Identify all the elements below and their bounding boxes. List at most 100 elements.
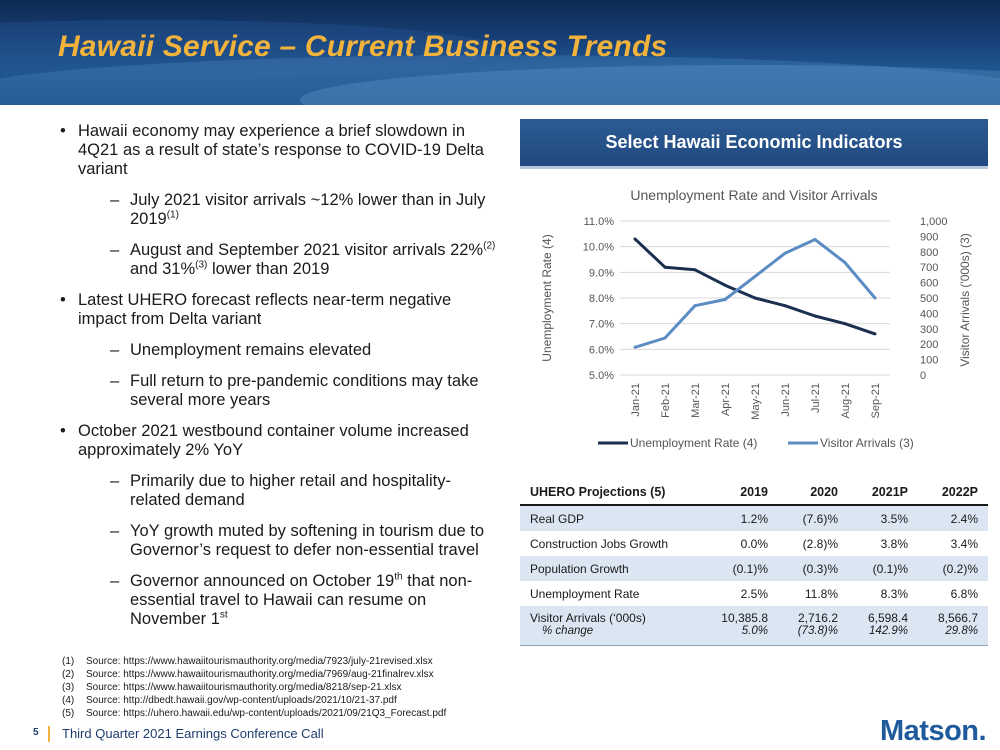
footnote: (1) Source: https://www.hawaiitourismauth… — [62, 655, 446, 668]
bullet-text: Governor announced on October 19 — [130, 572, 395, 590]
bullet-item: Latest UHERO forecast reflects near-term… — [58, 291, 498, 329]
bullet-item: October 2021 westbound container volume … — [58, 422, 498, 460]
cell-subvalue: (73.8)% — [797, 625, 838, 637]
bullet-text: Latest UHERO forecast reflects near-term… — [78, 291, 452, 328]
left-tick-label: 6.0% — [589, 344, 614, 356]
x-tick-label: Jun-21 — [780, 383, 792, 417]
left-tick-label: 10.0% — [583, 242, 614, 254]
footer-divider — [48, 726, 50, 742]
legend-label: Visitor Arrivals (3) — [820, 436, 914, 450]
x-tick-label: Aug-21 — [840, 383, 852, 418]
right-tick-label: 200 — [920, 339, 938, 351]
footnote-number: (4) — [62, 695, 75, 706]
footer-text: Third Quarter 2021 Earnings Conference C… — [62, 726, 324, 741]
data-point — [873, 332, 877, 336]
footnote: (5) Source: https://uhero.hawaii.edu/wp-c… — [62, 707, 446, 720]
bullet-list: Hawaii economy may experience a brief sl… — [58, 122, 498, 641]
footnote-ref: (2) — [483, 240, 496, 252]
cell-subvalue: 5.0% — [741, 625, 768, 637]
column-header: UHERO Projections (5) — [530, 485, 666, 499]
data-point — [753, 274, 757, 278]
sub-bullet-item: – YoY growth muted by softening in touris… — [110, 522, 485, 559]
table-cell: (0.1)% — [732, 561, 768, 576]
x-axis-ticks: Jan-21 Feb-21 Mar-21 Apr-21 May-21 Jun-21 Jul-… — [630, 383, 882, 420]
matson-logo: Matson. — [880, 715, 987, 747]
data-point — [663, 336, 667, 340]
data-point — [723, 283, 727, 287]
table-cell: (0.1)% — [872, 561, 908, 576]
table-cell: 8,566.7 29.8% — [908, 611, 978, 637]
table-cell: 6,598.4 142.9% — [838, 611, 908, 637]
data-point — [663, 265, 667, 269]
x-tick-label: Jul-21 — [810, 383, 822, 413]
left-tick-label: 7.0% — [589, 319, 614, 331]
bullet-text: October 2021 westbound container volume … — [78, 422, 469, 459]
table-cell: 11.8% — [804, 586, 838, 601]
footnote-text: Source: https://uhero.hawaii.edu/wp-cont… — [86, 708, 447, 719]
sub-bullet-item: – Primarily due to higher retail and hosp… — [110, 472, 451, 509]
data-point — [813, 314, 817, 318]
x-tick-label: Feb-21 — [660, 383, 672, 418]
table-cell: 0.0% — [740, 536, 768, 551]
bullet-text: August and September 2021 visitor arriva… — [130, 241, 484, 259]
footnote-ref: (3) — [195, 259, 208, 271]
left-axis-ticks: 5.0% 6.0% 7.0% 8.0% 9.0% 10.0% 11.0% — [583, 216, 614, 382]
x-tick-label: May-21 — [750, 383, 762, 420]
footer: 5 Third Quarter 2021 Earnings Conference… — [0, 715, 1000, 750]
cell-value: 8,566.7 — [937, 611, 978, 625]
right-tick-label: 500 — [920, 293, 938, 305]
table-row: Unemployment Rate 2.5% 11.8% 8.3% 6.8% — [520, 581, 988, 606]
sub-bullet-item: – July 2021 visitor arrivals ~12% lower t… — [110, 191, 486, 228]
left-tick-label: 5.0% — [589, 370, 614, 382]
row-label-main: Visitor Arrivals (‘000s) — [530, 611, 646, 625]
table-cell: 6.8% — [950, 586, 978, 601]
data-point — [873, 296, 877, 300]
right-tick-label: 0 — [920, 370, 926, 382]
cell-value: 6,598.4 — [867, 611, 908, 625]
footnote-number: (5) — [62, 708, 75, 719]
table-cell: (0.3)% — [802, 561, 838, 576]
data-point — [843, 261, 847, 265]
x-tick-label: Mar-21 — [690, 383, 702, 418]
cell-value: 10,385.8 — [721, 611, 768, 625]
ordinal-suffix: th — [394, 571, 403, 583]
column-header: 2021P — [871, 485, 908, 499]
table-header: UHERO Projections (5) 2019 2020 2021P 20… — [520, 480, 988, 506]
right-tick-label: 300 — [920, 324, 938, 336]
footnote: (2) Source: https://www.hawaiitourismauth… — [62, 668, 446, 681]
left-axis-label: Unemployment Rate (4) — [540, 234, 554, 361]
bullet-text: Hawaii economy may experience a brief sl… — [78, 122, 484, 178]
data-point — [813, 237, 817, 241]
column-header: 2020 — [810, 485, 838, 499]
data-point — [783, 251, 787, 255]
footnote-text: Source: https://www.hawaiitourismauthori… — [86, 656, 433, 667]
page-number: 5 — [33, 727, 39, 738]
left-tick-label: 11.0% — [584, 216, 615, 228]
column-header: 2022P — [941, 485, 978, 499]
x-tick-label: Sep-21 — [870, 383, 882, 418]
footnote-ref: (1) — [166, 209, 179, 221]
footnote-number: (2) — [62, 669, 75, 680]
right-axis-label: Visitor Arrivals ('000s) (3) — [958, 233, 972, 366]
right-tick-label: 100 — [920, 355, 938, 367]
table-row: Visitor Arrivals (‘000s)% change 10,385.… — [520, 606, 988, 646]
line-chart: Unemployment Rate and Visitor Arrivals 5… — [540, 187, 972, 450]
table-row: Real GDP 1.2% (7.6)% 3.5% 2.4% — [520, 506, 988, 531]
right-axis-ticks: 0 100 200 300 400 500 600 700 800 900 1,000 — [920, 216, 948, 382]
bullet-text: Primarily due to higher retail and hospi… — [130, 472, 451, 509]
data-point — [693, 268, 697, 272]
bullet-item: Hawaii economy may experience a brief sl… — [58, 122, 498, 179]
right-tick-label: 800 — [920, 247, 938, 259]
footnote-text: Source: http://dbedt.hawaii.gov/wp-conte… — [86, 695, 397, 706]
table-cell: 2,716.2 (73.8)% — [768, 611, 838, 637]
projections-table: UHERO Projections (5) 2019 2020 2021P 20… — [520, 480, 988, 646]
visitor-arrivals-line — [634, 238, 877, 349]
footnote-text: Source: https://www.hawaiitourismauthori… — [86, 669, 434, 680]
footnote: (4) Source: http://dbedt.hawaii.gov/wp-co… — [62, 694, 446, 707]
table-cell: (7.6)% — [802, 511, 838, 526]
row-label: Real GDP — [530, 511, 585, 526]
page-title: Hawaii Service – Current Business Trends — [58, 30, 668, 63]
table-row: Construction Jobs Growth 0.0% (2.8)% 3.8… — [520, 531, 988, 556]
bullet-text: Unemployment remains elevated — [130, 341, 372, 359]
right-tick-label: 900 — [920, 231, 938, 243]
